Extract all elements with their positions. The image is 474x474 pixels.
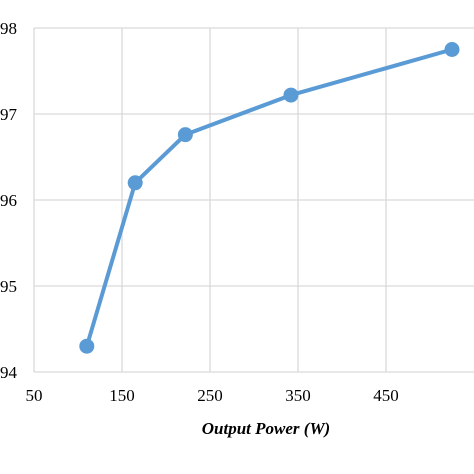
y-tick-label: 95 [0,277,17,296]
grid [34,27,474,373]
x-tick-label: 150 [109,386,135,405]
data-point [177,127,193,143]
tick-labels: 94 95 96 97 98 50 150 250 350 450 [0,19,399,405]
y-tick-label: 97 [0,105,18,124]
x-tick-label: 50 [26,386,43,405]
data-point [79,338,95,354]
data-point [444,42,460,57]
x-tick-label: 350 [285,386,311,405]
y-tick-label: 98 [0,19,17,38]
x-tick-label: 250 [197,386,223,405]
series-line [84,47,453,347]
x-axis-title: Output Power (W) [202,419,330,438]
data-point [283,87,299,103]
y-tick-label: 94 [0,363,18,382]
data-point [127,175,143,191]
series [79,42,460,354]
y-tick-label: 96 [0,191,17,210]
x-tick-label: 450 [373,386,399,405]
